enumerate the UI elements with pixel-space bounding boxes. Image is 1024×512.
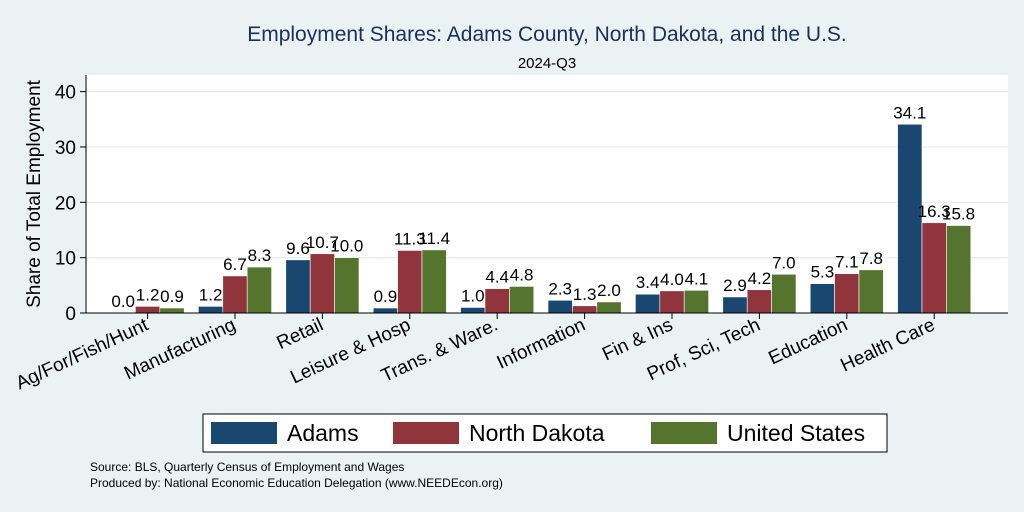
legend-swatch	[393, 422, 459, 444]
x-tick-label: Health Care	[838, 314, 939, 376]
gridlines	[86, 91, 1008, 259]
bar	[484, 288, 510, 314]
chart-title: Employment Shares: Adams County, North D…	[247, 23, 847, 46]
bar	[722, 296, 748, 314]
bar	[921, 222, 947, 314]
value-label: 3.4	[636, 273, 660, 292]
bar	[659, 290, 685, 314]
value-label: 7.8	[859, 249, 883, 268]
legend-swatch	[211, 422, 277, 444]
bar	[771, 273, 797, 314]
y-tick-label: 10	[55, 249, 76, 270]
legend-label: Adams	[287, 420, 359, 446]
bar	[222, 275, 248, 314]
value-label: 10.7	[306, 233, 339, 252]
bar	[596, 301, 622, 314]
bar	[809, 283, 835, 314]
bar	[635, 293, 661, 314]
y-tick-label: 20	[55, 193, 76, 214]
y-tick-label: 40	[55, 83, 76, 104]
value-label: 15.8	[942, 205, 975, 224]
value-label: 4.4	[485, 268, 509, 287]
value-label: 4.8	[510, 265, 534, 284]
bar	[460, 307, 486, 314]
value-label: 4.0	[660, 270, 684, 289]
value-label: 8.3	[248, 246, 272, 265]
value-label: 2.3	[548, 279, 572, 298]
bar	[309, 253, 335, 314]
value-label: 1.2	[136, 285, 160, 304]
value-label: 2.9	[723, 276, 747, 295]
bar	[135, 306, 161, 314]
legend: Adams North Dakota United States	[202, 413, 888, 453]
value-label: 6.7	[223, 255, 247, 274]
x-tick-label: Education	[765, 314, 850, 369]
bar	[246, 266, 272, 314]
value-label: 16.3	[918, 202, 951, 221]
value-label: 9.6	[286, 239, 310, 258]
bar	[285, 259, 311, 314]
bar	[946, 225, 972, 314]
value-label: 4.1	[685, 269, 709, 288]
y-axis-label: Share of Total Employment	[24, 79, 45, 307]
value-labels: 0.0 1.2 0.9 1.26.7 8.3 9.610.710.00.911.311.4…	[111, 103, 975, 311]
legend-label: United States	[727, 420, 865, 446]
bar	[159, 307, 185, 314]
bar	[897, 123, 923, 314]
value-label: 1.0	[461, 286, 485, 305]
bar	[509, 286, 535, 314]
value-label: 0.9	[374, 287, 398, 306]
bar	[746, 289, 772, 314]
value-label: 0.0	[111, 292, 135, 311]
value-label: 1.3	[573, 285, 597, 304]
bar	[547, 299, 573, 314]
bar	[421, 249, 447, 314]
value-label: 10.0	[330, 237, 363, 256]
value-label: 11.4	[418, 229, 450, 248]
produced-by-note: Produced by: National Economic Education…	[90, 476, 503, 490]
bar	[858, 269, 884, 314]
plot-area	[86, 75, 1008, 313]
bar	[572, 305, 598, 314]
value-label: 5.3	[811, 263, 835, 282]
legend-label: North Dakota	[469, 420, 605, 446]
bars	[135, 123, 972, 314]
bar	[198, 306, 224, 314]
bar	[397, 250, 423, 314]
x-tick-label: Information	[494, 314, 589, 373]
y-tick-label: 30	[55, 138, 76, 159]
value-label: 7.0	[772, 253, 796, 272]
bar	[334, 257, 360, 314]
value-label: 1.2	[199, 285, 223, 304]
value-label: 11.3	[394, 229, 426, 248]
y-tick-label: 0	[65, 304, 76, 325]
value-label: 2.0	[597, 281, 621, 300]
y-axis-ticks: 0 10 20 30 40	[55, 83, 86, 325]
x-tick-label: Retail	[274, 314, 327, 354]
value-label: 34.1	[893, 103, 926, 122]
source-note: Source: BLS, Quarterly Census of Employm…	[90, 460, 404, 474]
legend-swatch	[651, 422, 717, 444]
value-label: 4.2	[748, 269, 772, 288]
bar	[372, 307, 398, 314]
bar	[834, 273, 860, 314]
value-label: 7.1	[835, 253, 859, 272]
value-label: 0.9	[160, 287, 184, 306]
legend-box	[202, 413, 888, 453]
chart-subtitle: 2024-Q3	[518, 55, 576, 72]
bar	[683, 290, 709, 314]
